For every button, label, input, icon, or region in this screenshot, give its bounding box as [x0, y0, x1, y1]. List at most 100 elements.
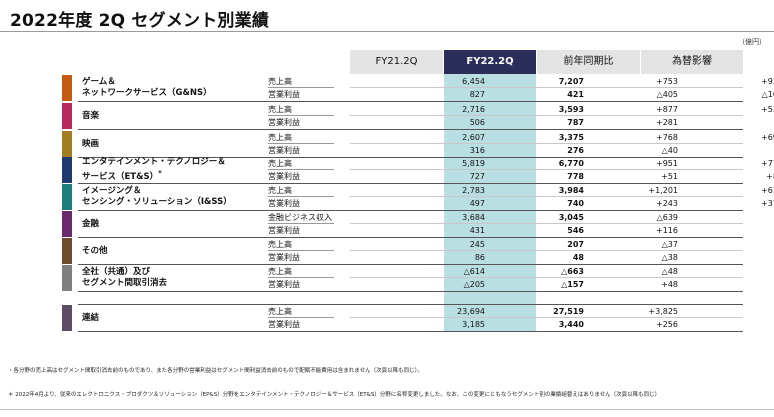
segment-color-bar — [62, 238, 72, 264]
operating-income-row: 営業利益 86 48 △38 — [268, 251, 743, 264]
segment-block: その他 売上高 245 207 △37 営業利益 86 48 △38 — [62, 238, 743, 265]
segment-name: 全社（共通）及び セグメント間取引消去 — [82, 265, 167, 291]
fy21-value: 727 — [469, 172, 485, 181]
segment-divider — [78, 101, 743, 102]
fy22-value: △157 — [561, 280, 584, 289]
segment-name: イメージング＆ センシング・ソリューション（I&SS） — [82, 184, 232, 210]
fy22-value: 3,045 — [558, 213, 584, 222]
row-label: 売上高 — [268, 133, 292, 142]
segment-name-text: セグメント間取引消去 — [82, 278, 168, 288]
segment-name-line-2: ネットワークサービス（G&NS） — [82, 88, 212, 99]
fy21-value: △614 — [463, 267, 485, 276]
segment-color-bar — [62, 184, 72, 210]
row-gridline — [350, 317, 743, 318]
segment-divider — [78, 237, 743, 238]
row-label: 金融ビジネス収入 — [268, 213, 332, 222]
yoy-value: +48 — [661, 280, 678, 289]
yoy-value: △40 — [661, 146, 678, 155]
fy21-value: △205 — [463, 280, 485, 289]
row-divider — [268, 115, 334, 116]
operating-income-row: 営業利益 827 421 △405 △107 — [268, 88, 774, 101]
yoy-value: +768 — [656, 133, 678, 142]
segment-name: ゲーム＆ ネットワークサービス（G&NS） — [82, 75, 212, 101]
fy21-value: 506 — [469, 118, 485, 127]
segment-color-bar — [62, 103, 72, 129]
segment-block: 映画 売上高 2,607 3,375 +768 +691 営業利益 316 276 △40 — [62, 131, 774, 158]
segment-name-line-1: エンタテインメント・テクノロジー＆ — [82, 157, 226, 168]
row-gridline — [350, 223, 743, 224]
segment-divider — [78, 129, 743, 130]
revenue-row: 売上高 245 207 △37 — [268, 238, 743, 251]
segment-name-line-1: イメージング＆ — [82, 186, 142, 196]
segment-color-bar — [62, 305, 72, 331]
header-fy21-2q: FY21.2Q — [350, 50, 443, 74]
row-label: 売上高 — [268, 159, 292, 168]
segment-name-text: ネットワークサービス（G&NS） — [82, 88, 212, 98]
fy22-value: 740 — [567, 199, 584, 208]
footnote-mark: * — [158, 169, 162, 178]
fx-value: +939 — [761, 77, 774, 86]
fy21-value: 2,716 — [462, 105, 485, 114]
consolidated-top-divider — [78, 304, 743, 305]
fy21-value: 2,607 — [462, 133, 485, 142]
segment-divider — [78, 183, 743, 184]
row-divider — [268, 87, 334, 88]
row-divider — [268, 169, 334, 170]
page-title: 2022年度 2Q セグメント別業績 — [10, 11, 270, 31]
segment-name-line-2: サービス（ET&S）* — [82, 168, 226, 183]
revenue-row: 売上高 6,454 7,207 +753 +939 — [268, 75, 774, 88]
yoy-value: +243 — [656, 199, 678, 208]
fy22-value: 421 — [567, 90, 584, 99]
segment-divider — [78, 210, 743, 211]
row-gridline — [350, 250, 743, 251]
fy22-value: 6,770 — [558, 159, 584, 168]
revenue-row: 金融ビジネス収入 3,684 3,045 △639 — [268, 211, 743, 224]
row-divider — [268, 223, 334, 224]
segment-name-line-1: 連結 — [82, 312, 100, 323]
fy21-value: 497 — [469, 199, 485, 208]
row-gridline — [350, 143, 743, 144]
fy22-value: 7,207 — [558, 77, 584, 86]
fy21-value: 86 — [474, 253, 485, 262]
operating-income-row: 営業利益 3,185 3,440 +256 — [268, 318, 743, 331]
yoy-value: △38 — [661, 253, 678, 262]
title-divider — [0, 31, 774, 32]
fy21-value: 6,454 — [462, 77, 485, 86]
segment-name-line-2: セグメント間取引消去 — [82, 278, 167, 289]
row-label: 売上高 — [268, 307, 292, 316]
segment-name: その他 — [82, 238, 108, 264]
row-divider — [268, 317, 334, 318]
fx-value: △107 — [761, 90, 774, 99]
fy21-value: 245 — [469, 240, 485, 249]
fy22-value: △663 — [561, 267, 584, 276]
yoy-value: +256 — [656, 320, 678, 329]
row-label: 営業利益 — [268, 226, 300, 235]
fy21-value: 2,783 — [462, 186, 485, 195]
header-fx-impact: 為替影響 — [641, 50, 743, 74]
yoy-value: +1,201 — [648, 186, 678, 195]
fx-value: +537 — [761, 105, 774, 114]
fy21-value: 3,684 — [462, 213, 485, 222]
fy21-value: 827 — [469, 90, 485, 99]
segment-name-line-1: 全社（共通）及び — [82, 267, 151, 277]
segment-name-line-1: ゲーム＆ — [82, 77, 116, 87]
segment-name-line-1: 音楽 — [82, 110, 100, 121]
segment-name-line-1: その他 — [82, 245, 108, 256]
revenue-row: 売上高 2,716 3,593 +877 +537 — [268, 103, 774, 116]
yoy-value: +51 — [661, 172, 678, 181]
fx-value: +82 — [766, 172, 774, 181]
yoy-value: +281 — [656, 118, 678, 127]
footnote-1: ・各分野の売上高はセグメント間取引消去前のものであり、また各分野の営業利益はセグ… — [8, 368, 423, 374]
yoy-value: △405 — [656, 90, 678, 99]
row-label: 営業利益 — [268, 146, 300, 155]
fy21-value: 316 — [469, 146, 485, 155]
fy22-value: 276 — [567, 146, 584, 155]
row-label: 売上高 — [268, 77, 292, 86]
fy22-value: 778 — [567, 172, 584, 181]
row-label: 営業利益 — [268, 280, 300, 289]
yoy-value: +116 — [656, 226, 678, 235]
segment-name-line-1: 映画 — [82, 138, 100, 149]
fy22-value: 3,440 — [558, 320, 584, 329]
segment-name: 金融 — [82, 211, 99, 237]
row-label: 売上高 — [268, 240, 292, 249]
